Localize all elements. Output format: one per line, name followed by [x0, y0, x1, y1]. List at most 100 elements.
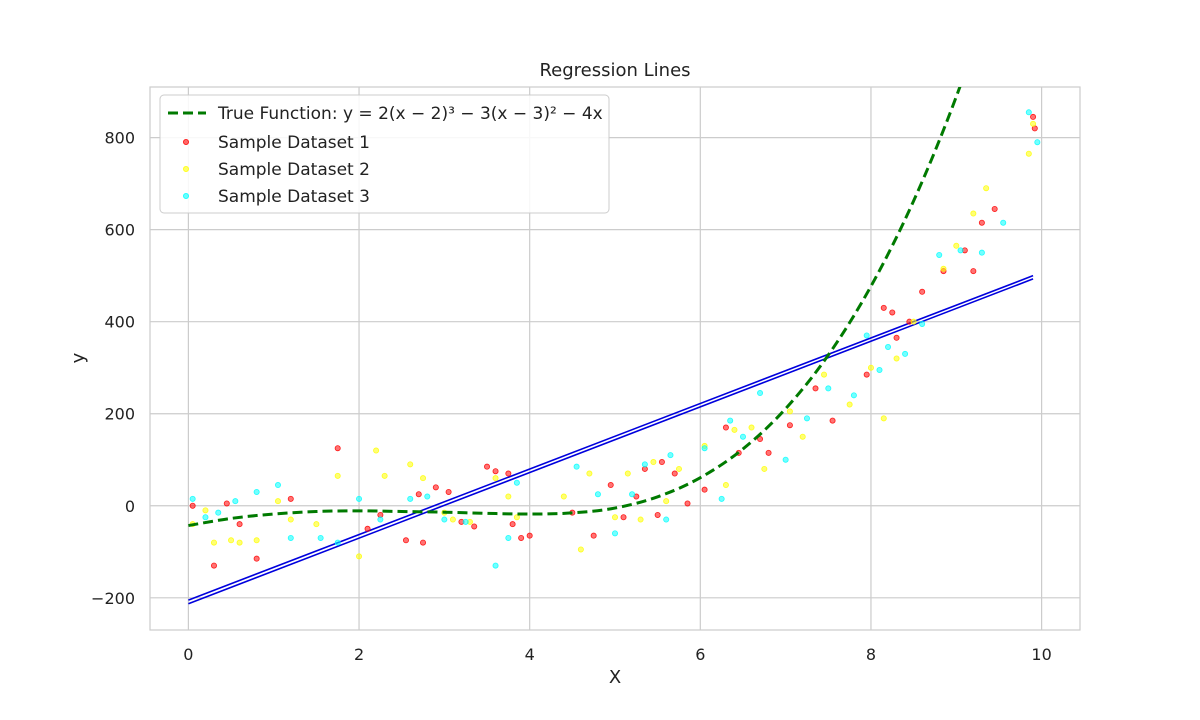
scatter-point-dataset-3 — [189, 495, 196, 502]
scatter-point-dataset-1 — [701, 486, 708, 493]
scatter-point-dataset-3 — [1034, 139, 1041, 146]
scatter-point-dataset-2 — [313, 521, 320, 528]
scatter-point-dataset-2 — [846, 401, 853, 408]
y-tick-label: 0 — [125, 497, 135, 516]
scatter-point-dataset-1 — [991, 205, 998, 212]
y-tick-label: 800 — [104, 129, 135, 148]
scatter-point-dataset-3 — [334, 539, 341, 546]
scatter-point-dataset-1 — [880, 304, 887, 311]
scatter-point-dataset-2 — [1030, 120, 1037, 127]
scatter-point-dataset-2 — [236, 539, 243, 546]
scatter-point-dataset-3 — [462, 518, 469, 525]
scatter-point-dataset-1 — [415, 491, 422, 498]
scatter-point-dataset-1 — [287, 495, 294, 502]
y-axis-label: y — [68, 352, 89, 363]
scatter-point-dataset-2 — [731, 426, 738, 433]
scatter-point-dataset-2 — [970, 210, 977, 217]
scatter-point-dataset-3 — [274, 482, 281, 489]
scatter-point-dataset-2 — [893, 355, 900, 362]
x-tick-label: 8 — [866, 645, 876, 664]
scatter-point-dataset-1 — [445, 488, 452, 495]
scatter-point-dataset-2 — [586, 470, 593, 477]
scatter-point-dataset-3 — [957, 247, 964, 254]
scatter-point-dataset-2 — [577, 546, 584, 553]
scatter-point-dataset-3 — [978, 249, 985, 256]
scatter-point-dataset-1 — [722, 424, 729, 431]
x-tick-label: 4 — [525, 645, 535, 664]
scatter-point-dataset-2 — [880, 415, 887, 422]
scatter-point-dataset-2 — [612, 514, 619, 521]
scatter-point-dataset-3 — [727, 417, 734, 424]
true-function-line — [188, 87, 962, 528]
legend-dataset-1-marker — [182, 138, 189, 145]
scatter-point-dataset-1 — [786, 422, 793, 429]
scatter-point-dataset-1 — [889, 309, 896, 316]
scatter-point-dataset-3 — [407, 495, 414, 502]
scatter-point-dataset-3 — [377, 516, 384, 523]
scatter-point-dataset-1 — [607, 482, 614, 489]
scatter-point-dataset-1 — [471, 523, 478, 530]
scatter-point-dataset-2 — [663, 498, 670, 505]
scatter-point-dataset-2 — [953, 242, 960, 249]
tick-labels: 0 2 4 6 8 10 −200 0 200 400 600 800 — [91, 129, 1052, 664]
scatter-point-dataset-1 — [334, 445, 341, 452]
scatter-point-dataset-1 — [757, 436, 764, 443]
scatter-point-dataset-2 — [786, 408, 793, 415]
scatter-point-dataset-1 — [590, 532, 597, 539]
scatter-point-dataset-2 — [1025, 150, 1032, 157]
scatter-point-dataset-3 — [215, 509, 222, 516]
scatter-point-dataset-2 — [449, 516, 456, 523]
scatter-point-dataset-3 — [1025, 109, 1032, 116]
legend-dataset-3-label: Sample Dataset 3 — [218, 187, 370, 207]
legend: True Function: y = 2(x − 2)³ − 3(x − 3)²… — [159, 94, 610, 214]
scatter-point-dataset-2 — [940, 265, 947, 272]
scatter-point-dataset-2 — [560, 493, 567, 500]
scatter-point-dataset-3 — [667, 452, 674, 459]
scatter-point-dataset-1 — [253, 555, 260, 562]
scatter-point-dataset-3 — [701, 445, 708, 452]
scatter-point-dataset-1 — [671, 470, 678, 477]
scatter-point-dataset-1 — [978, 219, 985, 226]
scatter-points — [189, 109, 1041, 569]
scatter-point-dataset-3 — [803, 415, 810, 422]
scatter-point-dataset-2 — [373, 447, 380, 454]
scatter-point-dataset-1 — [1030, 113, 1037, 120]
scatter-point-dataset-3 — [641, 461, 648, 468]
legend-dataset-3-marker — [182, 192, 189, 199]
scatter-point-dataset-1 — [684, 500, 691, 507]
scatter-point-dataset-3 — [919, 320, 926, 327]
y-tick-label: −200 — [91, 589, 135, 608]
scatter-point-dataset-3 — [253, 488, 260, 495]
scatter-point-dataset-3 — [1000, 219, 1007, 226]
scatter-point-dataset-3 — [492, 562, 499, 569]
scatter-point-dataset-2 — [253, 537, 260, 544]
scatter-point-dataset-3 — [424, 493, 431, 500]
scatter-point-dataset-2 — [675, 465, 682, 472]
x-tick-label: 10 — [1031, 645, 1051, 664]
scatter-point-dataset-3 — [232, 498, 239, 505]
legend-dataset-2-label: Sample Dataset 2 — [218, 160, 370, 180]
legend-dataset-1-label: Sample Dataset 1 — [218, 133, 370, 153]
scatter-point-dataset-1 — [658, 459, 665, 466]
scatter-point-dataset-3 — [663, 516, 670, 523]
scatter-point-dataset-1 — [484, 463, 491, 470]
scatter-point-dataset-2 — [983, 185, 990, 192]
scatter-point-dataset-3 — [850, 392, 857, 399]
x-axis-label: X — [609, 667, 621, 688]
scatter-point-dataset-2 — [334, 472, 341, 479]
scatter-point-dataset-3 — [441, 516, 448, 523]
x-tick-label: 0 — [183, 645, 193, 664]
scatter-point-dataset-3 — [505, 534, 512, 541]
scatter-point-dataset-1 — [654, 511, 661, 518]
scatter-point-dataset-1 — [893, 334, 900, 341]
scatter-point-dataset-2 — [650, 459, 657, 466]
scatter-point-dataset-2 — [513, 514, 520, 521]
scatter-point-dataset-1 — [210, 562, 217, 569]
scatter-point-dataset-1 — [812, 385, 819, 392]
scatter-point-dataset-2 — [821, 371, 828, 378]
scatter-point-dataset-1 — [518, 534, 525, 541]
scatter-point-dataset-1 — [863, 371, 870, 378]
scatter-point-dataset-1 — [829, 417, 836, 424]
legend-true-function-label: True Function: y = 2(x − 2)³ − 3(x − 3)²… — [217, 104, 603, 124]
y-tick-label: 400 — [104, 313, 135, 332]
